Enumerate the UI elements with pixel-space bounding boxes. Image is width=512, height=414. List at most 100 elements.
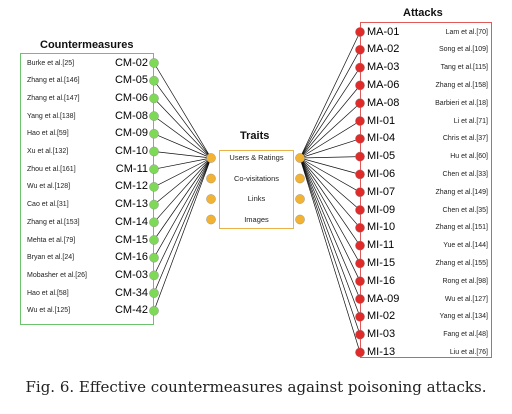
attack-reference: Zhang et al.[155] xyxy=(435,259,488,267)
countermeasure-reference: Zhou et al.[161] xyxy=(27,165,76,173)
attack-code: MI-11 xyxy=(367,239,395,252)
attacks-heading: Attacks xyxy=(403,7,443,19)
attack-node xyxy=(355,187,365,197)
edge-countermeasure-trait xyxy=(153,157,212,241)
attack-code: MI-02 xyxy=(367,310,396,323)
countermeasure-code: CM-08 xyxy=(114,109,148,122)
countermeasure-code: CM-06 xyxy=(114,91,148,104)
countermeasure-reference: Zhang et al.[153] xyxy=(27,218,80,226)
edge-trait-attack xyxy=(299,120,361,159)
edge-countermeasure-trait xyxy=(153,80,212,159)
attack-reference: Zhang et al.[158] xyxy=(435,81,488,89)
attack-code: MI-03 xyxy=(367,328,396,341)
attack-node xyxy=(355,27,365,37)
trait-node-right xyxy=(295,153,305,163)
countermeasure-node xyxy=(149,93,159,104)
attack-code: MI-06 xyxy=(367,167,396,180)
attack-code: MI-10 xyxy=(367,221,396,234)
countermeasure-node xyxy=(149,199,159,210)
countermeasure-row: Hao et al.[58] CM-34 xyxy=(27,285,148,302)
attack-node xyxy=(355,151,365,162)
countermeasure-code: CM-05 xyxy=(114,74,148,87)
countermeasure-node xyxy=(149,111,159,121)
edge-trait-attack xyxy=(299,157,361,193)
attack-row: MA-02 Song et al.[109] xyxy=(367,41,488,58)
edge-trait-attack xyxy=(299,157,361,246)
trait-node-right xyxy=(295,214,305,225)
countermeasure-code: CM-34 xyxy=(114,286,148,299)
attack-row: MI-15 Zhang et al.[155] xyxy=(367,255,488,272)
attack-row: MI-16 Rong et al.[98] xyxy=(367,273,488,290)
attack-reference: Yue et al.[144] xyxy=(443,242,488,250)
attack-node xyxy=(355,45,365,55)
countermeasure-node xyxy=(149,182,159,192)
attack-row: MI-01 Li et al.[71] xyxy=(367,113,488,130)
attack-row: MA-06 Zhang et al.[158] xyxy=(367,77,488,94)
edge-countermeasure-trait xyxy=(153,157,212,188)
attack-reference: Yang et al.[134] xyxy=(439,313,488,321)
attack-reference: Chen et al.[35] xyxy=(442,206,488,214)
edge-countermeasure-trait xyxy=(153,98,212,159)
edge-countermeasure-trait xyxy=(153,157,212,205)
attack-row: MI-02 Yang et al.[134] xyxy=(367,308,488,325)
edge-trait-attack xyxy=(299,156,361,159)
countermeasure-row: Wu et al.[128] CM-12 xyxy=(27,178,148,195)
countermeasure-row: Xu et al.[132] CM-10 xyxy=(27,143,148,160)
trait-node-left xyxy=(206,173,216,184)
attack-code: MI-13 xyxy=(367,345,396,358)
countermeasure-reference: Cao et al.[31] xyxy=(27,201,69,209)
attack-code: MA-06 xyxy=(367,78,400,91)
countermeasure-node xyxy=(149,75,159,86)
attack-node xyxy=(355,222,365,233)
countermeasure-row: Hao et al.[59] CM-09 xyxy=(27,125,148,142)
attack-node xyxy=(355,116,365,126)
countermeasure-row: Cao et al.[31] CM-13 xyxy=(27,196,148,213)
attack-code: MA-09 xyxy=(367,292,400,305)
edge-trait-attack xyxy=(299,67,361,159)
trait-node-left xyxy=(206,153,216,163)
attack-reference: Barbieri et al.[18] xyxy=(435,99,488,107)
countermeasure-row: Zhang et al.[146] CM-05 xyxy=(27,72,148,89)
trait-node-right xyxy=(295,194,305,204)
edge-trait-attack xyxy=(299,157,361,282)
countermeasure-row: Bryan et al.[24] CM-16 xyxy=(27,249,148,266)
countermeasure-node xyxy=(149,146,159,157)
countermeasure-node xyxy=(149,288,159,298)
trait-label: Users & Ratings xyxy=(229,153,284,162)
attack-code: MI-15 xyxy=(367,256,396,269)
attack-code: MI-04 xyxy=(367,132,396,145)
edge-countermeasure-trait xyxy=(153,157,212,170)
countermeasure-reference: Zhang et al.[146] xyxy=(27,77,80,85)
edge-countermeasure-trait xyxy=(153,157,212,294)
attack-node xyxy=(355,80,365,91)
attack-node xyxy=(355,98,365,108)
countermeasure-reference: Wu et al.[125] xyxy=(27,307,71,315)
countermeasure-reference: Xu et al.[132] xyxy=(27,148,69,155)
attack-reference: Li et al.[71] xyxy=(453,117,488,125)
countermeasure-row: Mehta et al.[79] CM-15 xyxy=(27,232,148,249)
edge-countermeasure-trait xyxy=(153,151,212,159)
attack-node xyxy=(355,169,365,180)
attack-node xyxy=(355,311,365,322)
countermeasure-reference: Yang et al.[138] xyxy=(27,112,76,120)
attack-reference: Wu et al.[127] xyxy=(444,295,488,303)
countermeasure-reference: Hao et al.[58] xyxy=(27,289,69,297)
attack-node xyxy=(355,329,365,340)
edge-trait-attack xyxy=(299,157,361,264)
attack-node xyxy=(355,276,365,287)
edge-countermeasure-trait xyxy=(153,133,212,159)
attack-node xyxy=(355,133,365,144)
attack-code: MI-07 xyxy=(367,185,396,198)
attack-row: MA-03 Tang et al.[115] xyxy=(367,59,488,76)
countermeasure-node xyxy=(149,270,159,281)
edge-trait-attack xyxy=(299,157,361,229)
edge-countermeasure-trait xyxy=(153,62,212,159)
attack-reference: Song et al.[109] xyxy=(438,46,488,54)
trait-node-left xyxy=(206,214,216,225)
edge-countermeasure-trait xyxy=(153,157,212,276)
attack-row: MI-03 Fang et al.[48] xyxy=(367,326,488,343)
countermeasure-node xyxy=(149,235,159,245)
countermeasure-row: Burke et al.[25] CM-02 xyxy=(27,55,148,72)
countermeasure-row: Zhang et al.[147] CM-06 xyxy=(27,90,148,107)
